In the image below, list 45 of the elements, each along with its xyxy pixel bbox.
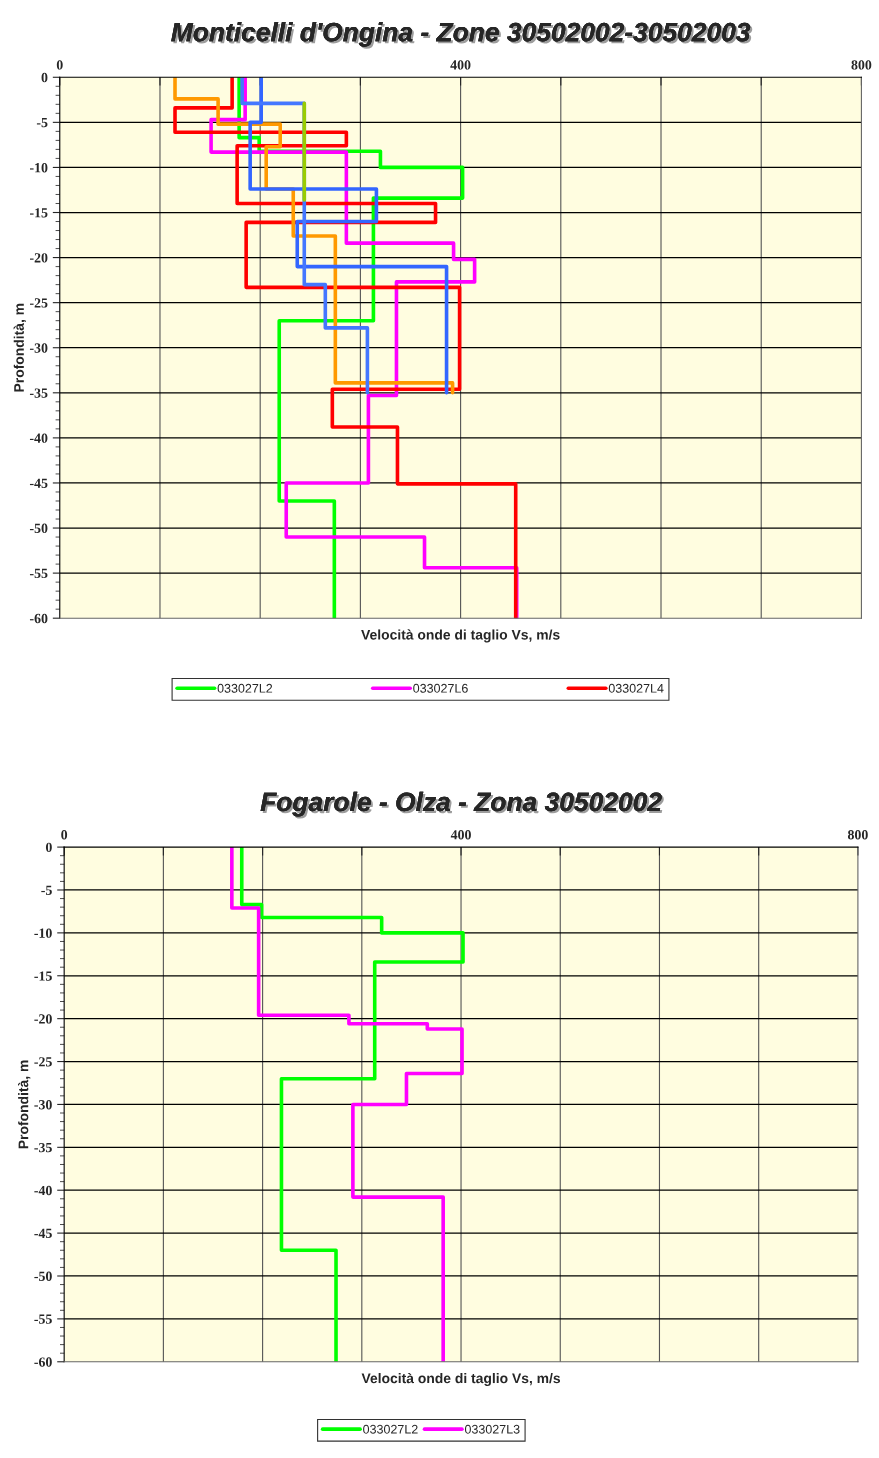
y-tick-label: -60 — [34, 1357, 52, 1367]
y-tick-label: -10 — [29, 163, 48, 173]
y-tick-label: -25 — [34, 1057, 52, 1067]
x-tick-label: 400 — [450, 60, 471, 70]
legend-label: 033027L2 — [363, 1424, 418, 1434]
y-tick-label: -5 — [41, 885, 52, 895]
legend-label: 033027L2 — [217, 683, 273, 693]
y-tick-label: -35 — [34, 1142, 52, 1153]
x-tick-label: 400 — [450, 830, 471, 840]
y-tick-label: -60 — [29, 613, 48, 624]
chart-title: Fogarole - Olza - Zona 30502002 — [260, 791, 664, 819]
y-tick-label: -30 — [34, 1100, 52, 1110]
y-tick-label: -35 — [29, 388, 48, 398]
y-axis-title: Profondità, m — [18, 1060, 31, 1149]
y-tick-label: -45 — [29, 478, 48, 488]
y-tick-label: -50 — [34, 1271, 52, 1281]
y-tick-label: -40 — [34, 1185, 52, 1196]
y-tick-label: -20 — [29, 253, 48, 263]
y-tick-label: -55 — [29, 568, 48, 579]
y-tick-label: 0 — [41, 72, 48, 83]
x-tick-label: 800 — [851, 60, 872, 70]
line-series — [248, 77, 449, 395]
y-axis-title: Profondità, m — [13, 303, 26, 392]
line-series — [173, 77, 455, 395]
legend-label: 033027L6 — [413, 683, 468, 693]
y-tick-label: 0 — [45, 842, 52, 853]
y-tick-label: -40 — [29, 433, 48, 443]
y-tick-label: -10 — [34, 928, 52, 938]
x-tick-label: 800 — [847, 830, 868, 840]
legend-label: 033027L3 — [464, 1424, 520, 1434]
y-tick-label: -45 — [34, 1228, 52, 1239]
y-tick-label: -30 — [29, 343, 48, 353]
y-tick-label: -5 — [36, 118, 48, 128]
x-tick-label: 0 — [56, 60, 63, 70]
y-tick-label: -25 — [29, 298, 48, 308]
y-tick-label: -55 — [34, 1314, 52, 1324]
x-tick-label: 0 — [61, 830, 68, 840]
x-axis-title: Velocità onde di taglio Vs, m/s — [361, 629, 560, 643]
y-tick-label: -15 — [29, 208, 48, 218]
legend-label: 033027L4 — [608, 683, 664, 693]
chart-title: Monticelli d'Ongina - Zone 30502002-30502003 — [171, 22, 753, 49]
y-tick-label: -15 — [34, 971, 52, 981]
y-tick-label: -20 — [34, 1014, 52, 1024]
x-axis-title: Velocità onde di taglio Vs, m/s — [361, 1372, 561, 1387]
y-tick-label: -50 — [29, 523, 48, 533]
